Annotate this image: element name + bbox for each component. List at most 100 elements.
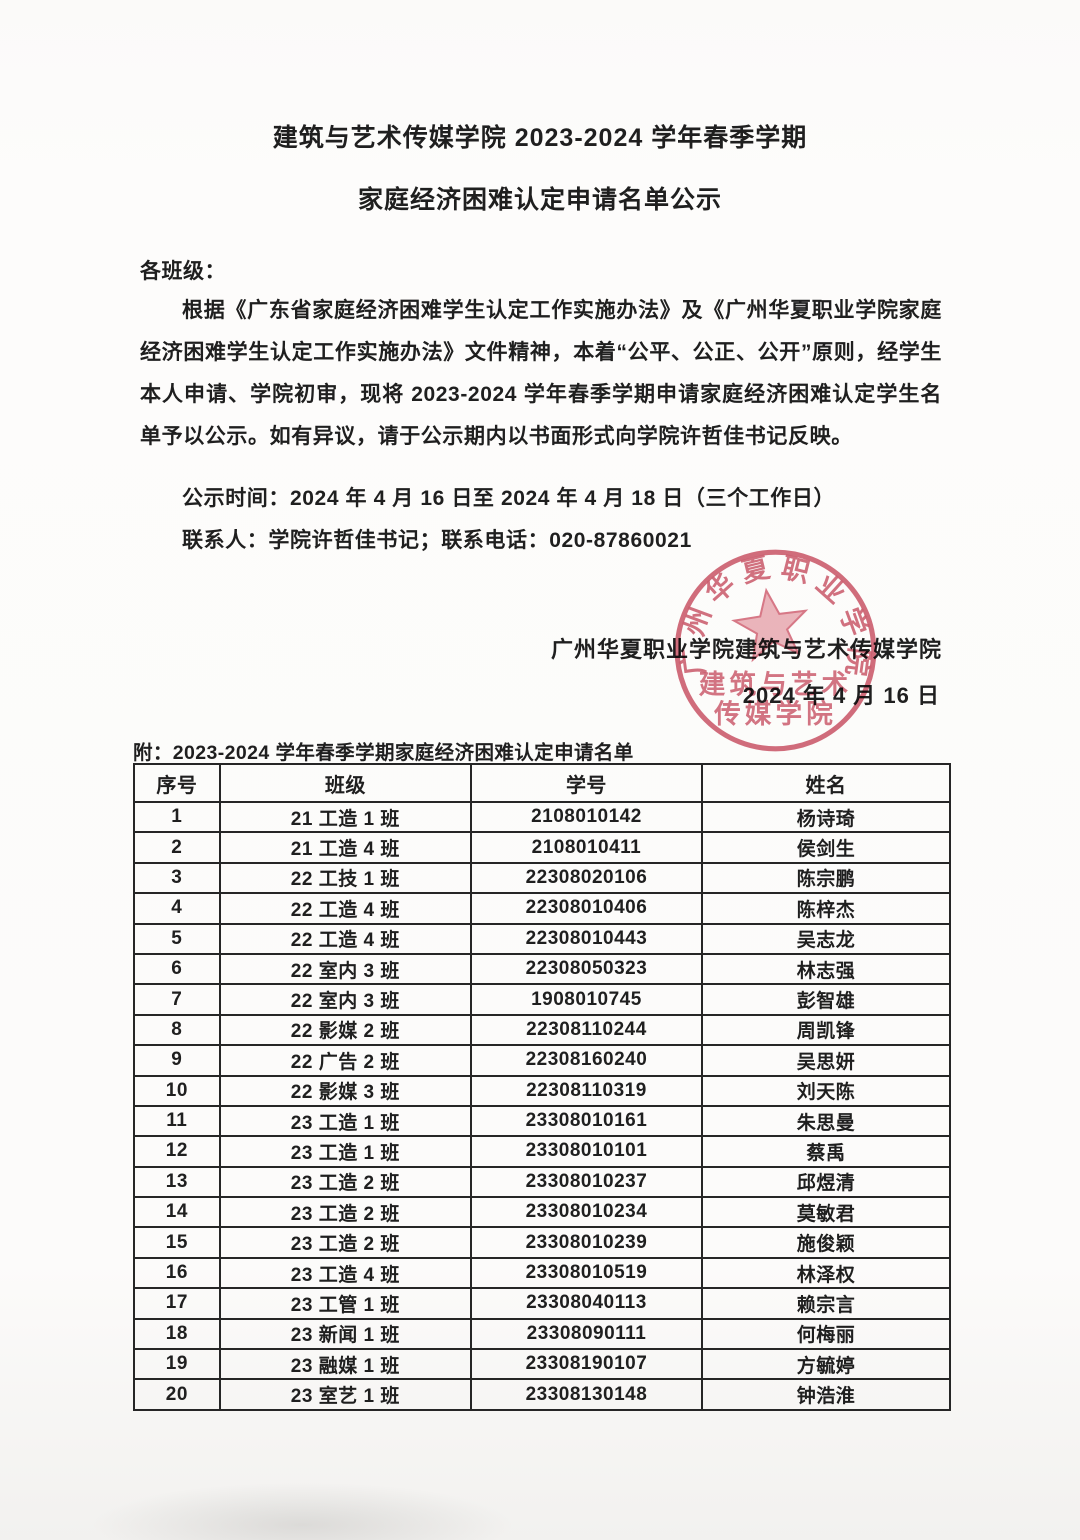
table-row: 7 22 室内 3 班 1908010745 彭智雄 (133, 983, 952, 1016)
cell-index: 16 (133, 1256, 221, 1290)
cell-student-id: 22308160240 (469, 1044, 703, 1077)
applicant-roster-table: 序号 班级 学号 姓名 1 21 工造 1 班 2108010142 杨诗琦 2 21 工造 4… (133, 763, 952, 1411)
cell-index: 17 (133, 1287, 221, 1320)
cell-student-id: 23308040113 (469, 1287, 703, 1320)
table-row: 13 23 工造 2 班 23308010237 邱煜清 (133, 1165, 952, 1199)
cell-class: 22 室内 3 班 (218, 983, 472, 1016)
doc-title-line1: 建筑与艺术传媒学院 2023-2024 学年春季学期 (272, 124, 808, 152)
cell-class: 22 影媒 3 班 (218, 1074, 472, 1107)
cell-student-id: 23308010101 (469, 1135, 703, 1168)
cell-index: 3 (133, 861, 221, 895)
table-row: 3 22 工技 1 班 22308020106 陈宗鹏 (133, 861, 952, 895)
cell-index: 11 (133, 1104, 221, 1138)
table-row: 17 23 工管 1 班 23308040113 赖宗言 (133, 1287, 952, 1320)
cell-name: 吴志龙 (700, 922, 952, 955)
cell-name: 邱煜清 (700, 1165, 952, 1199)
cell-name: 何梅丽 (700, 1317, 952, 1351)
cell-index: 12 (133, 1135, 221, 1168)
cell-name: 莫敏君 (700, 1196, 952, 1229)
column-header: 姓名 (700, 763, 952, 803)
cell-name: 方毓婷 (700, 1348, 952, 1381)
cell-class: 23 工造 2 班 (218, 1196, 472, 1229)
cell-student-id: 23308090111 (469, 1317, 703, 1351)
roster-table-body: 1 21 工造 1 班 2108010142 杨诗琦 2 21 工造 4 班 2108010… (133, 800, 952, 1411)
cell-name: 周凯锋 (700, 1013, 952, 1047)
cell-index: 9 (133, 1044, 221, 1077)
cell-name: 陈梓杰 (700, 892, 952, 925)
table-row: 19 23 融媒 1 班 23308190107 方毓婷 (133, 1348, 952, 1381)
table-row: 1 21 工造 1 班 2108010142 杨诗琦 (133, 800, 952, 834)
table-row: 16 23 工造 4 班 23308010519 林泽权 (133, 1256, 952, 1290)
cell-student-id: 23308010234 (469, 1196, 703, 1229)
table-row: 12 23 工造 1 班 23308010101 蔡禹 (133, 1135, 952, 1168)
table-row: 4 22 工造 4 班 22308010406 陈梓杰 (133, 892, 952, 925)
cell-name: 陈宗鹏 (700, 861, 952, 895)
cell-class: 22 工造 4 班 (218, 922, 472, 955)
table-row: 10 22 影媒 3 班 22308110319 刘天陈 (133, 1074, 952, 1107)
cell-index: 15 (133, 1226, 221, 1259)
cell-index: 13 (133, 1165, 221, 1199)
column-header: 序号 (133, 763, 221, 803)
cell-name: 钟浩淮 (700, 1378, 952, 1411)
cell-name: 吴思妍 (700, 1044, 952, 1077)
cell-index: 4 (133, 892, 221, 925)
cell-class: 23 工造 2 班 (218, 1165, 472, 1199)
cell-index: 20 (133, 1378, 221, 1411)
cell-class: 23 工管 1 班 (218, 1287, 472, 1320)
cell-class: 23 工造 1 班 (218, 1104, 472, 1138)
cell-student-id: 23308130148 (469, 1378, 703, 1411)
cell-index: 2 (133, 831, 221, 864)
stamp-star-icon (731, 587, 809, 663)
cell-student-id: 23308010239 (469, 1226, 703, 1259)
cell-name: 蔡禹 (700, 1135, 952, 1168)
contact-line: 联系人：学院许哲佳书记；联系电话：020-87860021 (182, 529, 692, 552)
cell-class: 23 室艺 1 班 (218, 1378, 472, 1411)
cell-index: 1 (133, 800, 221, 834)
cell-index: 18 (133, 1317, 221, 1351)
cell-class: 23 工造 2 班 (218, 1226, 472, 1259)
cell-name: 林泽权 (700, 1256, 952, 1290)
table-caption: 附：2023-2024 学年春季学期家庭经济困难认定申请名单 (133, 742, 634, 764)
table-row: 6 22 室内 3 班 22308050323 林志强 (133, 952, 952, 986)
doc-title-line2: 家庭经济困难认定申请名单公示 (357, 186, 722, 214)
cell-student-id: 2108010142 (469, 800, 703, 834)
cell-class: 23 工造 4 班 (218, 1256, 472, 1290)
official-seal-stamp-icon: 广州华夏职业学院 建筑与艺术 传媒学院 (674, 549, 877, 752)
table-head-row: 序号 班级 学号 姓名 (133, 763, 952, 803)
cell-student-id: 23308010519 (469, 1256, 703, 1290)
cell-class: 21 工造 4 班 (218, 831, 472, 864)
cell-index: 6 (133, 952, 221, 986)
cell-student-id: 22308050323 (469, 952, 703, 986)
cell-class: 22 影媒 2 班 (218, 1013, 472, 1047)
signature-date: 2024 年 4 月 16 日 (742, 683, 940, 708)
cell-index: 14 (133, 1196, 221, 1229)
cell-student-id: 22308010443 (469, 922, 703, 955)
cell-class: 23 工造 1 班 (218, 1135, 472, 1168)
cell-class: 22 室内 3 班 (218, 952, 472, 986)
table-row: 18 23 新闻 1 班 23308090111 何梅丽 (133, 1317, 952, 1351)
cell-index: 5 (133, 922, 221, 955)
cell-index: 7 (133, 983, 221, 1016)
cell-index: 8 (133, 1013, 221, 1047)
publicity-period-line: 公示时间：2024 年 4 月 16 日至 2024 年 4 月 18 日（三个… (182, 487, 836, 510)
table-row: 20 23 室艺 1 班 23308130148 钟浩淮 (133, 1378, 952, 1411)
cell-student-id: 2108010411 (469, 831, 703, 864)
cell-name: 刘天陈 (700, 1074, 952, 1107)
cell-class: 23 新闻 1 班 (218, 1317, 472, 1351)
cell-index: 10 (133, 1074, 221, 1107)
cell-class: 22 工造 4 班 (218, 892, 472, 925)
cell-name: 赖宗言 (700, 1287, 952, 1320)
cell-name: 林志强 (700, 952, 952, 986)
cell-student-id: 22308010406 (469, 892, 703, 925)
cell-name: 彭智雄 (700, 983, 952, 1016)
column-header: 学号 (469, 763, 703, 803)
cell-student-id: 23308190107 (469, 1348, 703, 1381)
cell-student-id: 22308110244 (469, 1013, 703, 1047)
cell-student-id: 1908010745 (469, 983, 703, 1016)
cell-class: 23 融媒 1 班 (218, 1348, 472, 1381)
cell-class: 21 工造 1 班 (218, 800, 472, 834)
cell-class: 22 工技 1 班 (218, 861, 472, 895)
cell-student-id: 23308010237 (469, 1165, 703, 1199)
stamp-inner-line1: 建筑与艺术 (699, 670, 853, 700)
